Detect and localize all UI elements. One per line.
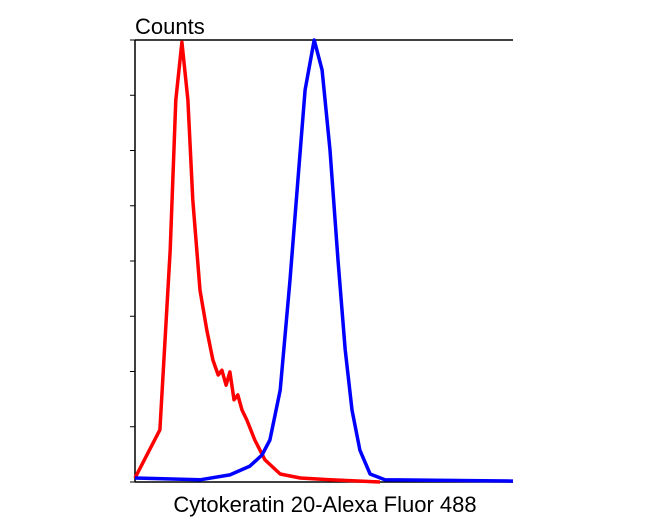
y-axis-label: Counts [135, 14, 205, 39]
histogram-line [134, 38, 514, 483]
histogram-line [133, 40, 380, 484]
x-axis-label: Cytokeratin 20-Alexa Fluor 488 [173, 492, 476, 517]
